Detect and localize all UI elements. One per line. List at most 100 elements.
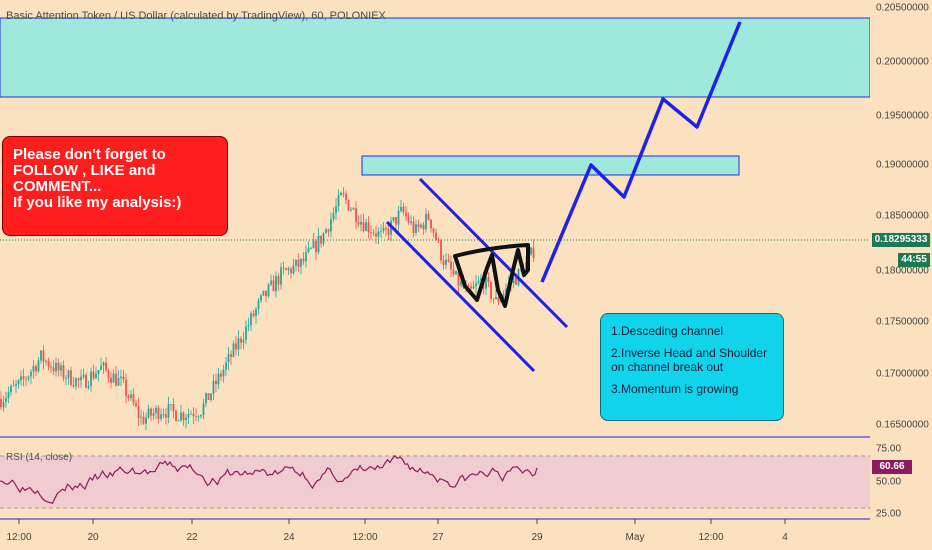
candle-body bbox=[210, 393, 212, 400]
candle-body bbox=[100, 365, 102, 371]
channel-upper-line[interactable] bbox=[418, 177, 569, 329]
candle-body bbox=[385, 227, 387, 229]
candle-body bbox=[387, 228, 390, 235]
candle-body bbox=[130, 394, 132, 398]
candle-body bbox=[162, 414, 165, 416]
candle-body bbox=[225, 362, 227, 370]
candle-body bbox=[180, 412, 182, 421]
candle-body bbox=[112, 373, 115, 383]
follow-callout[interactable]: Please don't forget to FOLLOW , LIKE and… bbox=[2, 136, 228, 236]
candle-body bbox=[342, 192, 345, 194]
candle-body bbox=[110, 377, 112, 383]
candle-body bbox=[192, 413, 195, 416]
rsi-y-tick: 75.00 bbox=[876, 443, 902, 455]
candle-body bbox=[125, 379, 127, 396]
rsi-indicator-label[interactable]: RSI (14, close) bbox=[6, 452, 73, 463]
candle-body bbox=[337, 195, 340, 207]
candle-body bbox=[312, 240, 315, 248]
target-zone[interactable] bbox=[0, 17, 871, 98]
candle-body bbox=[70, 370, 72, 386]
candle-body bbox=[47, 360, 50, 367]
candle-body bbox=[432, 228, 435, 233]
analysis-callout[interactable]: 1.Desceding channel 2.Inverse Head and S… bbox=[600, 313, 784, 421]
candle-body bbox=[170, 404, 172, 405]
price-axis[interactable] bbox=[870, 0, 932, 550]
candle-body bbox=[415, 224, 417, 233]
candle-body bbox=[447, 259, 450, 262]
candle-body bbox=[62, 365, 65, 379]
candle-body bbox=[147, 408, 150, 418]
candle-body bbox=[97, 370, 100, 374]
candle-body bbox=[495, 297, 497, 300]
callout-line: If you like my analysis:) bbox=[13, 194, 182, 211]
candle-body bbox=[30, 371, 32, 377]
candle-body bbox=[467, 285, 470, 287]
candle-body bbox=[435, 232, 437, 240]
analysis-item-2b: on channel break out bbox=[611, 360, 724, 374]
candle-body bbox=[455, 271, 457, 275]
candle-body bbox=[260, 295, 262, 301]
channel-lower-line[interactable] bbox=[385, 220, 536, 373]
projection-path[interactable] bbox=[540, 21, 742, 283]
candle-body bbox=[297, 259, 300, 267]
candle-body bbox=[95, 373, 97, 379]
candle-body bbox=[250, 313, 252, 326]
callout-line: FOLLOW , LIKE and bbox=[13, 162, 156, 179]
rsi-line bbox=[0, 454, 538, 505]
candle-body bbox=[367, 222, 370, 233]
candle-body bbox=[502, 294, 505, 299]
chart-title: Basic Attention Token / US Dollar (calcu… bbox=[6, 10, 386, 22]
candle-body bbox=[5, 397, 7, 402]
candle-body bbox=[17, 380, 20, 385]
candle-body bbox=[452, 269, 455, 275]
resistance-zone[interactable] bbox=[361, 155, 740, 176]
candle-body bbox=[512, 277, 515, 284]
candle-body bbox=[45, 360, 47, 362]
candle-body bbox=[57, 362, 60, 371]
candle-body bbox=[255, 308, 257, 317]
candle-body bbox=[65, 378, 67, 380]
candle-body bbox=[20, 376, 22, 381]
candle-body bbox=[422, 224, 425, 230]
candle-body bbox=[237, 338, 240, 350]
candle-body bbox=[290, 268, 292, 274]
candle-body bbox=[350, 209, 352, 211]
candle-body bbox=[305, 252, 307, 262]
candle-body bbox=[185, 417, 187, 421]
head-and-shoulders-sketch[interactable] bbox=[453, 243, 530, 308]
candle-body bbox=[292, 265, 295, 274]
candle-body bbox=[252, 313, 255, 317]
candle-body bbox=[15, 384, 17, 386]
candle-body bbox=[10, 385, 12, 393]
candle-body bbox=[505, 288, 507, 295]
candle-body bbox=[377, 231, 380, 237]
candle-body bbox=[272, 280, 275, 292]
candle-body bbox=[487, 277, 490, 283]
candle-body bbox=[175, 410, 177, 421]
candle-body bbox=[300, 258, 302, 267]
candle-body bbox=[397, 210, 400, 225]
x-tick: May bbox=[625, 532, 645, 543]
candle-body bbox=[120, 376, 122, 378]
candle-body bbox=[345, 193, 347, 201]
rsi-value-tag: 60.66 bbox=[872, 460, 912, 474]
x-tick: 12:00 bbox=[698, 532, 724, 543]
candle-body bbox=[197, 416, 200, 418]
candle-body bbox=[92, 371, 95, 379]
candle-body bbox=[12, 385, 15, 387]
y-tick: 0.17500000 bbox=[876, 316, 929, 328]
candle-body bbox=[392, 217, 395, 221]
candle-body bbox=[25, 378, 27, 380]
y-tick: 0.18000000 bbox=[876, 265, 929, 277]
candle-body bbox=[135, 403, 137, 407]
candle-body bbox=[80, 376, 82, 381]
candle-body bbox=[477, 280, 480, 284]
x-tick: 22 bbox=[186, 532, 198, 543]
rsi-y-tick: 50.00 bbox=[876, 476, 902, 488]
candle-body bbox=[440, 240, 442, 261]
analysis-item-2a: 2.Inverse Head and Shoulder bbox=[611, 346, 768, 360]
candle-body bbox=[347, 200, 350, 211]
candle-body bbox=[142, 416, 145, 424]
candle-body bbox=[115, 373, 117, 386]
